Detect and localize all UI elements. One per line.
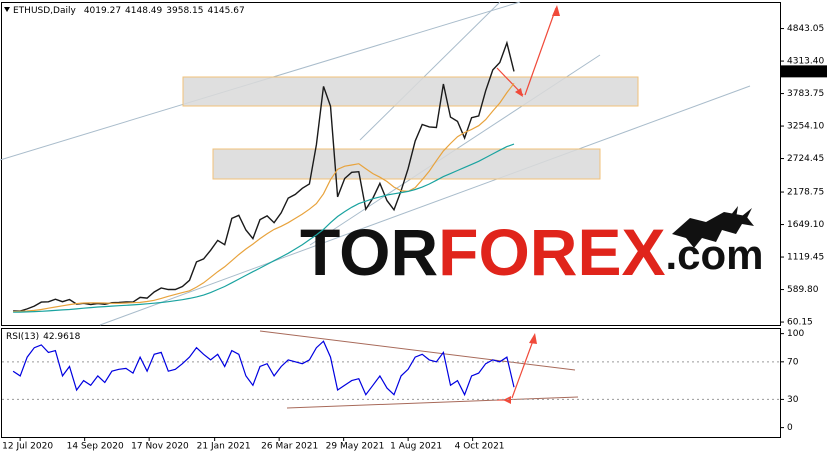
y-tick-label: 1119.45 bbox=[787, 253, 824, 263]
open: 4019.27 bbox=[84, 6, 121, 16]
y-tick-label: 1649.10 bbox=[787, 220, 824, 230]
x-tick-label: 12 Jul 2020 bbox=[2, 442, 53, 452]
close: 4145.67 bbox=[207, 6, 244, 16]
price-line bbox=[13, 40, 515, 312]
symbol: ETHUSD,Daily bbox=[13, 6, 76, 16]
x-tick-label: 14 Sep 2020 bbox=[67, 442, 124, 452]
y-tick-label: 3783.75 bbox=[787, 89, 824, 99]
x-tick-label: 4 Oct 2021 bbox=[455, 442, 505, 452]
y-tick-label: 70 bbox=[787, 357, 799, 367]
y-tick-label: 0 bbox=[787, 423, 793, 433]
analysis-drawings bbox=[0, 1, 751, 409]
header-icon bbox=[4, 7, 10, 12]
logo-part: TOR bbox=[300, 215, 438, 289]
main-pane bbox=[1, 2, 781, 326]
logo-text: TORFOREX.com bbox=[300, 215, 764, 289]
forecast-arrow bbox=[511, 337, 535, 399]
y-tick-label: 2178.75 bbox=[787, 188, 824, 198]
rsi-trendline bbox=[286, 396, 579, 409]
price-label: 4145.67 bbox=[786, 67, 823, 77]
y-tick-label: 4843.05 bbox=[787, 24, 824, 34]
channel-line bbox=[359, 1, 501, 141]
header: ETHUSD,Daily 4019.27 4148.49 3958.15 4145.67… bbox=[4, 6, 245, 342]
forecast-arrow bbox=[524, 7, 557, 96]
y-tick-label: 4313.40 bbox=[787, 57, 824, 67]
header-text: ETHUSD,Daily 4019.27 4148.49 3958.15 4145.67 bbox=[13, 6, 245, 16]
y-tick-label: 100 bbox=[787, 329, 804, 339]
arrow-head bbox=[552, 5, 560, 16]
x-tick-label: 17 Nov 2020 bbox=[131, 442, 189, 452]
rsi-last: 42.9618 bbox=[43, 332, 80, 342]
rsi-line bbox=[12, 340, 515, 397]
channel-line bbox=[99, 85, 751, 326]
moving-average bbox=[13, 83, 515, 313]
logo-part: .com bbox=[665, 231, 763, 278]
x-tick-label: 21 Jan 2021 bbox=[197, 442, 251, 452]
y-tick-label: 60.15 bbox=[787, 318, 813, 328]
y-tick-label: 2724.45 bbox=[787, 154, 824, 164]
high: 4148.49 bbox=[125, 6, 162, 16]
price-label-box bbox=[781, 65, 827, 78]
logo-part: FOREX bbox=[438, 215, 665, 289]
arrow-head bbox=[503, 396, 511, 404]
y-tick-label: 589.80 bbox=[787, 285, 819, 295]
x-tick-label: 29 May 2021 bbox=[326, 442, 385, 452]
rsi-header: RSI(13) 42.9618 bbox=[6, 332, 81, 342]
logo: TORFOREX.com bbox=[300, 206, 764, 289]
moving-average bbox=[13, 143, 515, 313]
y-tick-label: 30 bbox=[787, 395, 799, 405]
x-tick-label: 26 Mar 2021 bbox=[261, 442, 318, 452]
x-tick-label: 1 Aug 2021 bbox=[390, 442, 442, 452]
bull-icon bbox=[672, 206, 754, 248]
arrow-head bbox=[515, 88, 523, 97]
arrow-head bbox=[529, 333, 537, 344]
rsi-pane bbox=[1, 328, 781, 438]
resistance-zone bbox=[182, 76, 639, 107]
y-tick-label: 3254.10 bbox=[787, 122, 824, 132]
rsi-trendline bbox=[259, 330, 576, 371]
low: 3958.15 bbox=[166, 6, 203, 16]
rsi-title: RSI(13) bbox=[6, 332, 39, 342]
